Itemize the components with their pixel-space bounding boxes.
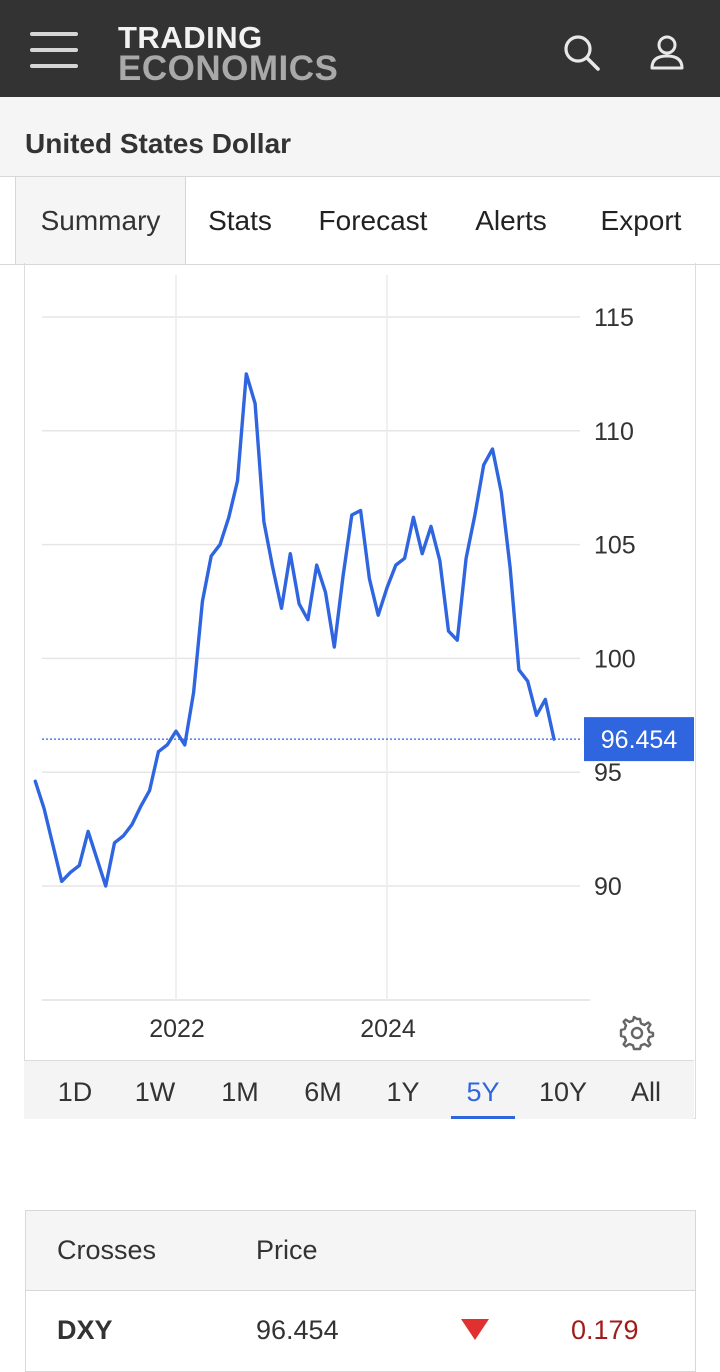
timeframe-bar: 1D 1W 1M 6M 1Y 5Y 10Y All	[24, 1060, 694, 1119]
y-axis-ticks: 115 110 105 100 95 90	[594, 304, 636, 901]
timeframe-1d[interactable]: 1D	[57, 1077, 93, 1107]
x-tick-label: 2024	[360, 1015, 416, 1043]
row-change: 0.179	[571, 1315, 639, 1345]
y-tick-label: 90	[594, 873, 622, 901]
logo[interactable]: TRADING ECONOMICS	[118, 22, 338, 86]
y-tick-label: 110	[594, 418, 634, 446]
current-price-label: 96.454	[601, 726, 678, 754]
timeframe-10y[interactable]: 10Y	[538, 1077, 588, 1107]
tab-summary[interactable]: Summary	[15, 177, 186, 264]
table-row[interactable]: DXY 96.454 0.179	[26, 1291, 695, 1371]
crosses-table: Crosses Price DXY 96.454 0.179	[25, 1210, 696, 1372]
timeframe-1w[interactable]: 1W	[134, 1077, 176, 1107]
down-arrow-icon	[460, 1317, 490, 1341]
y-tick-label: 105	[594, 532, 636, 560]
row-symbol[interactable]: DXY	[57, 1315, 113, 1345]
current-price-badge	[584, 717, 694, 762]
y-tick-label: 95	[594, 759, 622, 787]
user-icon[interactable]	[648, 34, 686, 72]
top-bar: TRADING ECONOMICS	[0, 0, 720, 97]
tab-bar: Summary Stats Forecast Alerts Export	[0, 176, 720, 265]
search-icon[interactable]	[563, 34, 601, 72]
y-tick-label: 115	[594, 304, 634, 332]
title-bar	[0, 97, 720, 176]
page-title: United States Dollar	[25, 128, 292, 159]
timeframe-all[interactable]: All	[630, 1077, 661, 1107]
timeframe-1y[interactable]: 1Y	[386, 1077, 420, 1107]
table-header: Crosses Price	[26, 1211, 695, 1291]
x-axis-ticks: 2022 2024	[149, 1015, 416, 1043]
gear-icon[interactable]	[619, 1015, 655, 1051]
x-tick-label: 2022	[149, 1015, 205, 1043]
tab-export[interactable]: Export	[600, 205, 682, 236]
timeframe-5y[interactable]: 5Y	[451, 1061, 515, 1119]
row-price: 96.454	[256, 1315, 339, 1345]
header-crosses: Crosses	[57, 1235, 157, 1265]
logo-line2: ECONOMICS	[118, 49, 339, 88]
price-series-line	[33, 372, 556, 888]
header-price: Price	[256, 1235, 318, 1265]
price-chart[interactable]: 115 110 105 100 95 90 2022 2024 96.454	[0, 263, 720, 1063]
timeframe-1m[interactable]: 1M	[221, 1077, 259, 1107]
tab-forecast[interactable]: Forecast	[318, 205, 428, 236]
timeframe-6m[interactable]: 6M	[304, 1077, 342, 1107]
chart-grid	[42, 275, 590, 1001]
hamburger-menu-icon[interactable]	[30, 30, 78, 70]
y-tick-label: 100	[594, 645, 636, 673]
logo-line1: TRADING	[118, 20, 263, 55]
tab-stats[interactable]: Stats	[208, 205, 272, 236]
tab-alerts[interactable]: Alerts	[475, 205, 547, 236]
